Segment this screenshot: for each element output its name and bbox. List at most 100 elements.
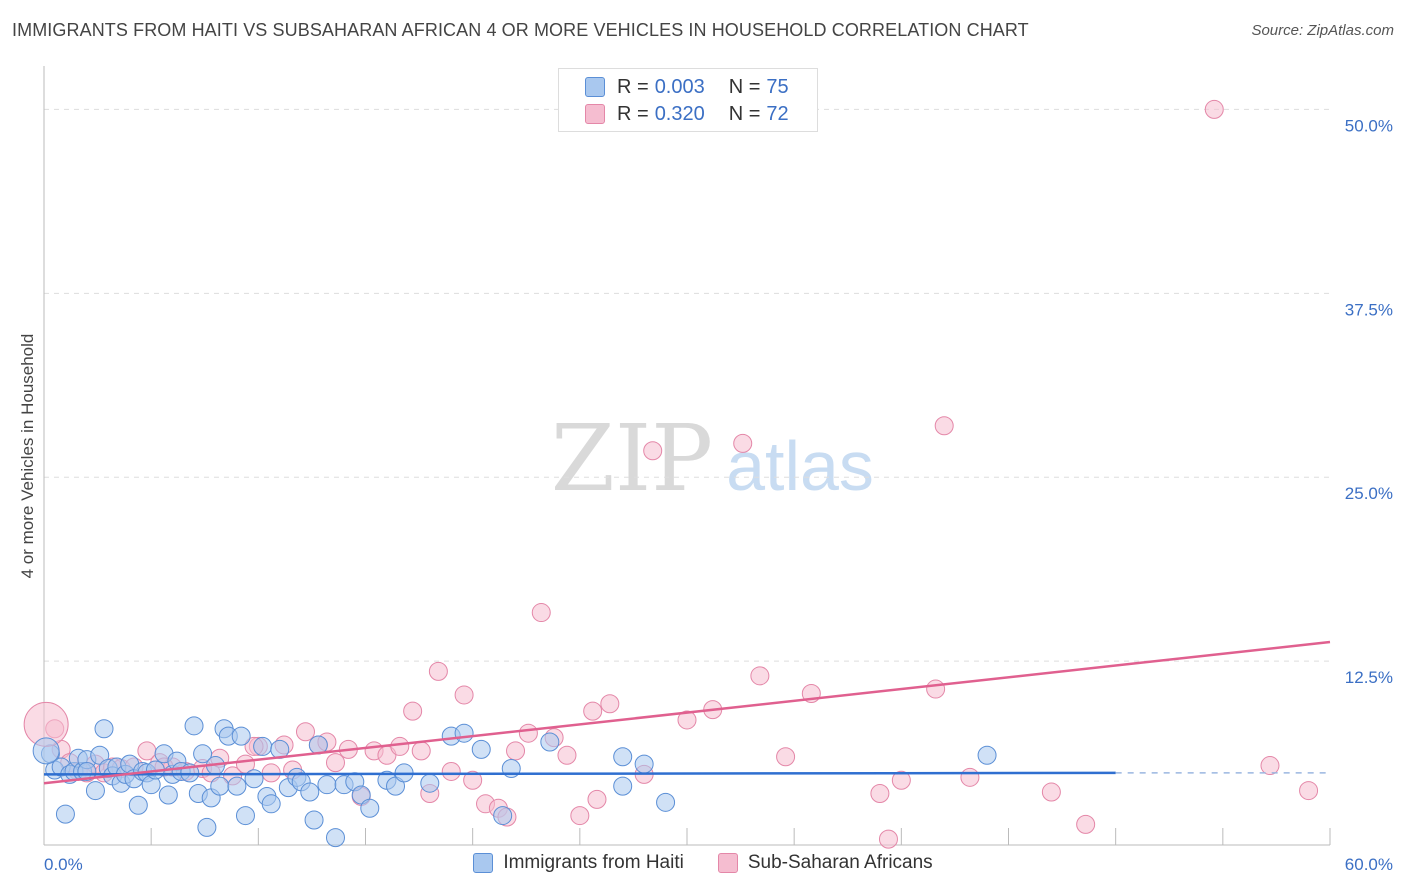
subsaharan-point xyxy=(1299,781,1319,801)
haiti-point xyxy=(471,739,491,759)
subsaharan-point xyxy=(776,747,796,767)
subsaharan-point xyxy=(570,806,590,826)
subsaharan-point xyxy=(463,770,483,790)
watermark-zip: ZIP xyxy=(551,405,713,512)
haiti-point xyxy=(613,776,633,796)
x-tick-label-min: 0.0% xyxy=(44,855,83,874)
haiti-swatch xyxy=(585,77,605,97)
haiti-point xyxy=(94,719,114,739)
subsaharan-point xyxy=(1076,814,1096,834)
subsaharan-point xyxy=(518,723,538,743)
haiti-point xyxy=(454,723,474,743)
haiti-point xyxy=(77,761,97,781)
legend-label-subsaharan: Sub-Saharan Africans xyxy=(747,852,933,873)
subsaharan-point xyxy=(583,701,603,721)
haiti-point xyxy=(304,810,324,830)
subsaharan-point xyxy=(600,694,620,714)
haiti-point xyxy=(128,795,148,815)
subsaharan-point xyxy=(1204,99,1224,119)
stats-row-haiti: R = 0.003 N = 75 xyxy=(585,74,789,100)
subsaharan-point xyxy=(926,679,946,699)
haiti-point xyxy=(420,773,440,793)
n-label: N = xyxy=(728,75,761,98)
r-label: R = xyxy=(617,75,649,98)
haiti-point xyxy=(300,782,320,802)
haiti-point xyxy=(55,804,75,824)
haiti-point xyxy=(193,744,213,764)
subsaharan-point xyxy=(295,722,315,742)
haiti-point xyxy=(360,798,380,818)
subsaharan-point xyxy=(411,741,431,761)
y-tick-label: 25.0% xyxy=(1345,484,1393,503)
haiti-point xyxy=(235,806,255,826)
haiti-trend-line xyxy=(43,771,1116,776)
haiti-point xyxy=(317,775,337,795)
subsaharan-legend-swatch xyxy=(717,853,738,873)
stats-row-subsaharan: R = 0.320 N = 72 xyxy=(585,101,789,127)
haiti-point xyxy=(386,776,406,796)
haiti-point xyxy=(184,716,204,736)
haiti-point xyxy=(656,792,676,812)
y-tick-label: 12.5% xyxy=(1345,668,1393,687)
subsaharan-point xyxy=(1260,756,1280,776)
y-axis-label: 4 or more Vehicles in Household xyxy=(18,333,37,579)
haiti-point xyxy=(351,785,371,805)
n-label: N = xyxy=(728,102,761,125)
r-value: 0.003 xyxy=(654,75,705,98)
haiti-point-large xyxy=(32,737,60,765)
haiti-point xyxy=(197,817,217,837)
subsaharan-point xyxy=(677,710,697,730)
r-label: R = xyxy=(617,102,649,125)
haiti-point xyxy=(227,776,247,796)
legend-item-haiti[interactable]: Immigrants from Haiti xyxy=(473,852,684,874)
subsaharan-point xyxy=(325,753,345,773)
haiti-point xyxy=(253,736,273,756)
subsaharan-point xyxy=(960,767,980,787)
subsaharan-point xyxy=(441,761,461,781)
legend: Immigrants from Haiti Sub-Saharan Africa… xyxy=(0,852,1406,874)
haiti-point xyxy=(540,732,560,752)
r-value: 0.320 xyxy=(654,102,705,125)
haiti-point xyxy=(231,726,251,746)
subsaharan-point xyxy=(1041,782,1061,802)
subsaharan-point xyxy=(506,741,526,761)
source-label: Source: ZipAtlas.com xyxy=(1251,22,1394,39)
subsaharan-point xyxy=(557,745,577,765)
haiti-point xyxy=(210,776,230,796)
subsaharan-point xyxy=(891,770,911,790)
subsaharan-point xyxy=(750,666,770,686)
subsaharan-trend-line xyxy=(43,640,1331,785)
haiti-point xyxy=(977,745,997,765)
subsaharan-point xyxy=(587,789,607,809)
x-tick-label-max: 60.0% xyxy=(1345,855,1393,874)
n-value: 75 xyxy=(766,75,789,98)
chart-title: IMMIGRANTS FROM HAITI VS SUBSAHARAN AFRI… xyxy=(12,20,1029,40)
haiti-point xyxy=(325,828,345,848)
subsaharan-point xyxy=(643,441,663,461)
haiti-point xyxy=(613,747,633,767)
haiti-point xyxy=(90,745,110,765)
y-tick-label: 37.5% xyxy=(1345,300,1393,319)
y-tick-label: 50.0% xyxy=(1345,116,1393,135)
haiti-point xyxy=(493,806,513,826)
subsaharan-point xyxy=(390,736,410,756)
haiti-point xyxy=(261,794,281,814)
subsaharan-point xyxy=(428,661,448,681)
legend-label-haiti: Immigrants from Haiti xyxy=(503,852,684,873)
subsaharan-point xyxy=(733,433,753,453)
n-value: 72 xyxy=(766,102,789,125)
legend-item-subsaharan[interactable]: Sub-Saharan Africans xyxy=(717,852,933,874)
subsaharan-point xyxy=(403,701,423,721)
haiti-legend-swatch xyxy=(473,853,494,873)
subsaharan-point xyxy=(934,416,954,436)
subsaharan-point xyxy=(878,829,898,849)
stats-box: R = 0.003 N = 75 R = 0.320 N = 72 xyxy=(558,68,818,132)
haiti-point xyxy=(158,785,178,805)
subsaharan-point xyxy=(454,685,474,705)
subsaharan-point xyxy=(531,603,551,623)
haiti-point xyxy=(244,769,264,789)
haiti-point xyxy=(85,781,105,801)
subsaharan-point xyxy=(870,784,890,804)
subsaharan-swatch xyxy=(585,104,605,124)
